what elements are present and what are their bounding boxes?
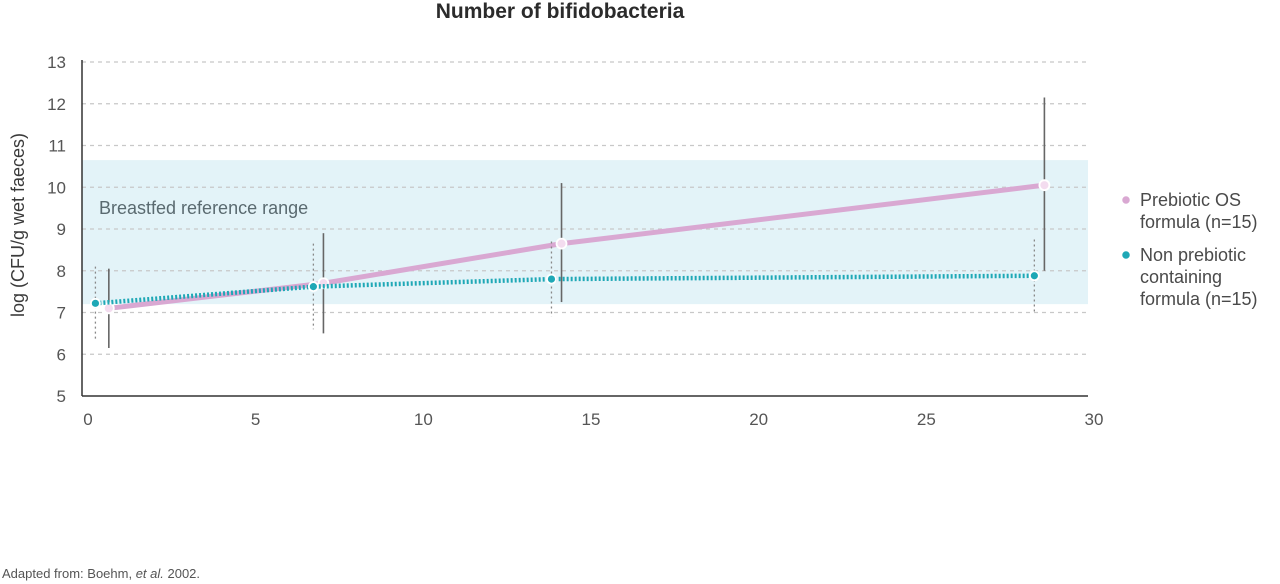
axes bbox=[81, 60, 1088, 397]
x-tick-label: 25 bbox=[917, 410, 936, 429]
data-point bbox=[90, 297, 101, 309]
x-tick-label: 15 bbox=[582, 410, 601, 429]
footnote-italic: et al. bbox=[135, 566, 164, 581]
footnote-suffix: 2002. bbox=[163, 566, 201, 581]
legend-marker bbox=[1120, 194, 1132, 206]
x-tick-label: 30 bbox=[1085, 410, 1104, 429]
legend-label: containing bbox=[1140, 267, 1222, 287]
chart-title: Number of bifidobacteria bbox=[436, 0, 685, 23]
y-tick-label: 6 bbox=[57, 345, 66, 364]
legend-label: formula (n=15) bbox=[1140, 212, 1258, 232]
y-tick-label: 5 bbox=[57, 387, 66, 406]
x-tick-label: 0 bbox=[83, 410, 92, 429]
y-tick-label: 9 bbox=[57, 220, 66, 239]
legend-label: Prebiotic OS bbox=[1140, 190, 1241, 210]
data-point bbox=[546, 273, 557, 285]
data-point bbox=[1038, 179, 1051, 192]
y-tick-label: 8 bbox=[57, 262, 66, 281]
data-point bbox=[307, 281, 319, 293]
x-tick-labels: 0 5 10 15 20 25 30 bbox=[83, 410, 1103, 429]
reference-band-label: Breastfed reference range bbox=[99, 198, 308, 218]
x-tick-label: 20 bbox=[749, 410, 768, 429]
source-footnote: Adapted from: Boehm, et al. 2002. bbox=[2, 566, 200, 581]
series-group bbox=[90, 97, 1051, 348]
reference-band bbox=[82, 160, 1088, 305]
y-tick-label: 10 bbox=[47, 178, 66, 197]
legend-label: formula (n=15) bbox=[1140, 289, 1258, 309]
series-line bbox=[95, 273, 1035, 306]
y-tick-label: 12 bbox=[47, 95, 66, 114]
series-2 bbox=[90, 239, 1040, 340]
y-axis-label: log (CFU/g wet faeces) bbox=[8, 133, 28, 317]
legend-label: Non prebiotic bbox=[1140, 245, 1246, 265]
data-point bbox=[555, 237, 568, 250]
data-point bbox=[1028, 270, 1040, 282]
y-tick-label: 11 bbox=[48, 137, 66, 156]
x-tick-label: 10 bbox=[414, 410, 433, 429]
y-tick-label: 13 bbox=[47, 53, 66, 72]
x-tick-label: 5 bbox=[251, 410, 260, 429]
legend-marker bbox=[1120, 249, 1132, 261]
data-point bbox=[102, 302, 115, 315]
y-tick-label: 7 bbox=[57, 304, 66, 323]
y-tick-labels: 5 6 7 8 9 10 11 12 13 bbox=[47, 53, 66, 406]
footnote-prefix: Adapted from: Boehm, bbox=[2, 566, 136, 581]
